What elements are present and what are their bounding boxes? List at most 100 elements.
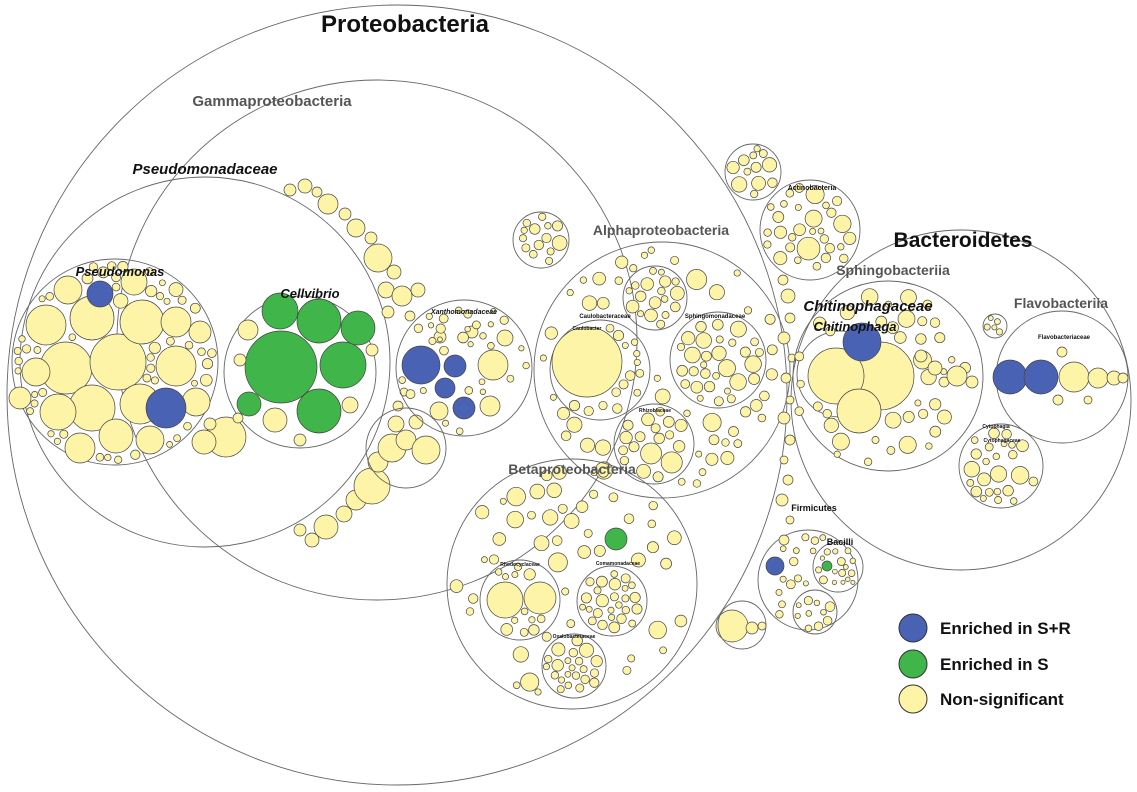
taxon-circle [583, 405, 594, 417]
legend-label-enriched-sr: Enriched in S+R [940, 619, 1071, 638]
taxon-circle [633, 350, 641, 358]
taxon-circle [656, 319, 666, 329]
taxon-circle [146, 353, 155, 362]
actino-small-group-circle [724, 143, 782, 201]
taxon-circle [660, 451, 683, 474]
taxon-circle [745, 621, 759, 635]
taxon-circle [712, 371, 720, 380]
taxon-circle [159, 279, 166, 287]
taxon-circle [518, 345, 525, 352]
taxon-circle [529, 250, 538, 259]
sphingobacteriia-circle [792, 280, 984, 472]
taxon-circle [832, 432, 850, 451]
taxon-circle [529, 223, 541, 235]
taxon-circle [615, 601, 623, 609]
taxon-circle [579, 276, 588, 284]
taxon-circle [832, 568, 838, 575]
taxon-circle [937, 409, 952, 425]
taxon-circle [779, 575, 787, 583]
taxon-circle [454, 306, 463, 314]
taxon-circle [695, 321, 707, 333]
taxon-circle [900, 289, 917, 306]
taxon-circle [662, 416, 675, 428]
taxon-circle [486, 581, 524, 619]
taxon-circle [750, 399, 763, 412]
taxon-circle [419, 387, 427, 395]
taxon-circle [168, 282, 184, 297]
taxon-circle [597, 619, 608, 631]
taxon-circle [608, 492, 619, 503]
taxon-circle [545, 256, 554, 265]
taxon-circle [68, 333, 77, 341]
taxon-circle [590, 655, 603, 668]
label-comamonadaceae: Comamonadaceae [596, 561, 640, 567]
taxon-circle [410, 282, 426, 298]
taxon-circle [408, 414, 424, 430]
taxon-circle [763, 228, 772, 237]
cytophagia-circle [958, 423, 1044, 509]
taxon-circle [777, 331, 791, 345]
taxon-circle [568, 648, 578, 658]
taxon-circle [511, 571, 519, 579]
taxon-circle [628, 581, 636, 590]
taxon-circle [437, 336, 443, 343]
taxon-circle [120, 268, 148, 296]
taxon-circle [765, 368, 778, 381]
taxon-circle [739, 346, 751, 358]
taxon-circle [595, 594, 609, 608]
taxon-circle [653, 432, 665, 445]
flavobacteriaceae-enriched-sr-circle [992, 359, 1028, 395]
taxon-circle [820, 252, 832, 264]
taxon-circle [990, 465, 1008, 483]
taxon-circle [660, 295, 669, 303]
taxon-circle [14, 356, 23, 366]
comamonadaceae-circle [576, 565, 648, 637]
taxon-circle [726, 160, 740, 175]
taxon-circle [64, 432, 96, 464]
taxon-circle [794, 612, 801, 619]
taxon-circle [548, 552, 568, 573]
taxon-circle [551, 326, 623, 398]
label-xanthomonadaceae: Xanthomonadaceae [430, 309, 497, 316]
taxon-circle [817, 227, 825, 235]
taxon-circle [597, 296, 610, 310]
flavo-small-group-circle [982, 313, 1008, 339]
taxon-circle [405, 389, 416, 399]
taxon-circle [597, 466, 609, 478]
taxon-circle [22, 344, 32, 354]
taxon-circle [571, 671, 581, 680]
taxon-circle [629, 264, 638, 273]
taxon-circle [840, 579, 846, 585]
taxon-circle [637, 310, 645, 318]
taxon-circle [813, 599, 821, 607]
taxon-circle [81, 272, 94, 285]
taxon-circle [987, 315, 994, 321]
taxon-circle [506, 486, 526, 507]
taxon-circle [661, 311, 670, 319]
alpha-small-group-circle [512, 211, 570, 269]
taxon-circle [338, 207, 352, 221]
taxon-circle [160, 306, 192, 338]
taxon-circle [730, 320, 747, 338]
taxon-circle [533, 239, 544, 251]
taxon-circle [863, 457, 873, 466]
taxon-circle [119, 299, 165, 345]
taxon-circle [521, 243, 531, 253]
taxon-circle [1001, 429, 1012, 440]
taxon-circle [207, 348, 217, 358]
taxon-circle [784, 312, 796, 324]
taxon-circle [551, 535, 563, 546]
taxon-circle [660, 557, 672, 570]
taxon-circle [686, 269, 708, 290]
taxon-circle [884, 300, 892, 308]
taxon-circle [785, 189, 795, 198]
taxon-circle [111, 282, 121, 292]
taxon-circle [925, 442, 933, 450]
taxon-circle [544, 222, 552, 230]
taxon-circle [779, 455, 789, 465]
taxon-circle [33, 346, 42, 354]
taxon-circle [31, 391, 39, 398]
taxon-circle [861, 288, 879, 306]
taxon-circle [802, 580, 809, 587]
taxon-circle [551, 659, 564, 672]
